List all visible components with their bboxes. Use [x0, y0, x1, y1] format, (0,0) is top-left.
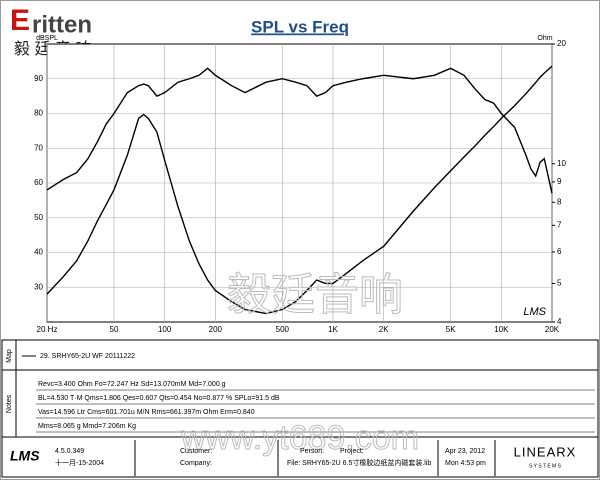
y2-tick-label: 5	[557, 279, 562, 288]
vendor-sub: S Y S T E M S	[529, 463, 562, 469]
app-logo: LMS	[10, 448, 40, 464]
series-line	[46, 65, 553, 315]
y2-axis-label: Ohm	[537, 35, 552, 42]
plot: 20 Hz 50 100 200 500 1K 2K 5K 10K 20K 30 40 50 60 70 80…	[34, 39, 566, 334]
date: Apr 23, 2012	[445, 448, 485, 455]
y2-tick-label: 7	[557, 220, 562, 229]
x-tick-label: 1K	[328, 325, 338, 334]
chart-title: SPL vs Freq	[251, 17, 349, 36]
note-line: BL=4.530 T·M Qms=1.806 Qes=0.607 Qts=0.4…	[38, 395, 280, 402]
company: Company:	[180, 460, 212, 467]
time: Mon 4:53 pm	[445, 460, 486, 467]
y-tick-label: 70	[34, 143, 43, 152]
x-tick-label: 200	[209, 325, 223, 334]
y2-tick-label: 8	[557, 197, 562, 206]
customer: Customer:	[180, 448, 212, 455]
x-tick-label: 500	[276, 325, 290, 334]
notes-label: Notes	[6, 394, 13, 413]
series-line	[46, 67, 553, 194]
notes: Revc=3.400 Ohm Fo=72.247 Hz Sd=13.070mM …	[36, 381, 595, 433]
y2-tick-label: 10	[557, 159, 566, 168]
y2-tick-label: 6	[557, 247, 562, 256]
x-tick-label: 20 Hz	[37, 325, 58, 334]
build-date: 十一月-15-2004	[55, 458, 104, 467]
y-tick-label: 50	[34, 213, 43, 222]
y-tick-label: 90	[34, 74, 43, 83]
vendor: LINEARX	[514, 444, 577, 459]
logo-initial: E	[10, 4, 30, 37]
file: File: SRHY65-2U 6.5寸橡胶边纸盆内磁套装.lib	[287, 458, 431, 467]
note-line: Vas=14.596 Ltr Cms=601.701u M/N Rms=661.…	[38, 409, 255, 416]
y-tick-label: 80	[34, 109, 43, 118]
map-label: Map	[6, 349, 13, 363]
x-tick-label: 5K	[446, 325, 456, 334]
y-tick-label: 40	[34, 248, 43, 257]
x-tick-label: 2K	[379, 325, 389, 334]
project: Project:	[340, 448, 364, 455]
x-tick-label: 20K	[545, 325, 560, 334]
person: Person:	[300, 448, 324, 455]
version: 4.5.0.349	[55, 448, 84, 455]
legend-entry: 29. SRHY65-2U WF 20111222	[40, 353, 135, 360]
watermark-chinese: 毅廷音响	[227, 271, 403, 320]
note-line: Mms=8.065 g Mmd=7.206m Kg	[38, 423, 136, 430]
watermark-url: www.yt689.com	[180, 419, 419, 457]
logo-brand: ritten	[32, 11, 92, 38]
x-tick-label: 10K	[494, 325, 509, 334]
y2-tick-label: 9	[557, 177, 562, 186]
corner-mark: LMS	[523, 306, 546, 318]
y2-tick-label: 20	[557, 39, 566, 48]
note-line: Revc=3.400 Ohm Fo=72.247 Hz Sd=13.070mM …	[38, 381, 226, 388]
y-tick-label: 60	[34, 178, 43, 187]
x-tick-label: 50	[110, 325, 119, 334]
y-axis-label: dBSPL	[36, 35, 58, 42]
panel-frame	[1, 339, 599, 478]
x-tick-label: 100	[158, 325, 172, 334]
y2-tick-label: 4	[557, 317, 562, 326]
y-tick-label: 30	[34, 282, 43, 291]
